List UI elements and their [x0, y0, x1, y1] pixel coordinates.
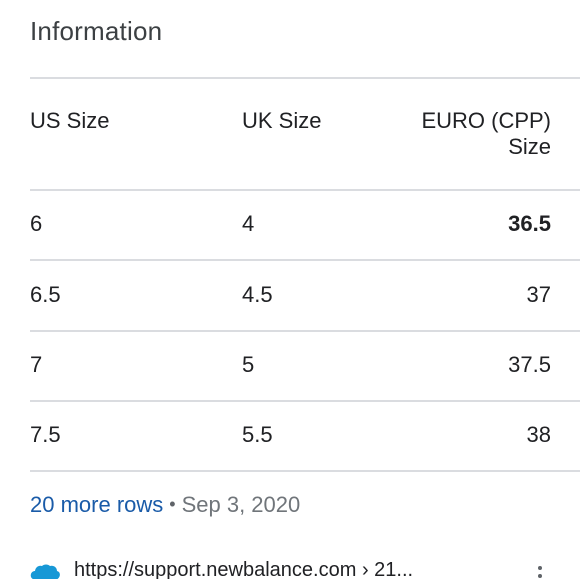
divider [30, 470, 580, 472]
divider [30, 189, 580, 191]
divider [30, 77, 580, 79]
cell-euro-size: 37 [526, 282, 551, 307]
source-url: https://support.newbalance.com › 21... [74, 559, 414, 579]
cell-us-size: 6.5 [30, 282, 61, 307]
cell-uk-size: 4.5 [242, 282, 273, 307]
section-title: Information [30, 16, 163, 46]
divider [30, 259, 580, 261]
separator-dot: • [169, 494, 176, 514]
cell-us-size: 6 [30, 211, 43, 236]
cell-uk-size: 4 [242, 211, 255, 236]
cell-us-size: 7 [30, 352, 43, 377]
cell-euro-size: 38 [526, 422, 551, 447]
header-euro-line1: EURO (CPP) [421, 108, 551, 133]
cell-euro-size: 37.5 [508, 352, 551, 377]
divider [30, 330, 580, 332]
header-euro-size: EURO (CPP) Size [421, 108, 551, 160]
cell-us-size: 7.5 [30, 422, 61, 447]
divider [30, 400, 580, 402]
more-options-icon[interactable] [534, 566, 546, 579]
header-us-size: US Size [30, 108, 110, 133]
table-footer: 20 more rows • Sep 3, 2020 [30, 491, 300, 520]
cell-uk-size: 5 [242, 352, 255, 377]
header-uk-size: UK Size [242, 108, 322, 133]
header-euro-line2: Size [508, 134, 551, 159]
more-rows-link[interactable]: 20 more rows [30, 492, 164, 517]
cell-euro-size: 36.5 [508, 211, 551, 236]
date-label: Sep 3, 2020 [181, 492, 301, 517]
cell-uk-size: 5.5 [242, 422, 273, 447]
salesforce-cloud-icon [30, 564, 60, 579]
